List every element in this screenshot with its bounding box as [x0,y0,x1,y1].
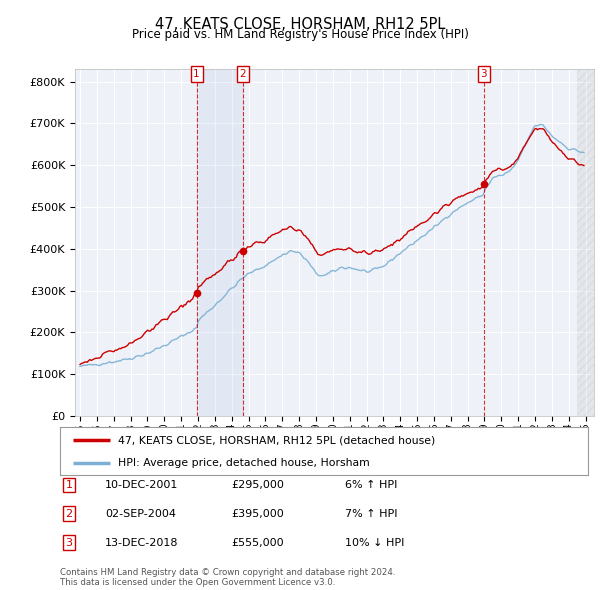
Bar [577,69,594,416]
Text: 02-SEP-2004: 02-SEP-2004 [105,509,176,519]
Text: 47, KEATS CLOSE, HORSHAM, RH12 5PL: 47, KEATS CLOSE, HORSHAM, RH12 5PL [155,17,445,31]
Text: 6% ↑ HPI: 6% ↑ HPI [345,480,397,490]
Text: 2: 2 [65,509,73,519]
Text: 13-DEC-2018: 13-DEC-2018 [105,538,179,548]
Text: 1: 1 [65,480,73,490]
Text: 47, KEATS CLOSE, HORSHAM, RH12 5PL (detached house): 47, KEATS CLOSE, HORSHAM, RH12 5PL (deta… [118,435,436,445]
Text: 2: 2 [239,69,246,79]
Text: Contains HM Land Registry data © Crown copyright and database right 2024.
This d: Contains HM Land Registry data © Crown c… [60,568,395,587]
Text: £555,000: £555,000 [231,538,284,548]
Bar [197,69,243,416]
Text: 1: 1 [193,69,200,79]
Text: 3: 3 [65,538,73,548]
Text: £395,000: £395,000 [231,509,284,519]
Text: HPI: Average price, detached house, Horsham: HPI: Average price, detached house, Hors… [118,458,370,468]
Text: 3: 3 [481,69,487,79]
Text: 7% ↑ HPI: 7% ↑ HPI [345,509,398,519]
Text: 10% ↓ HPI: 10% ↓ HPI [345,538,404,548]
Text: Price paid vs. HM Land Registry's House Price Index (HPI): Price paid vs. HM Land Registry's House … [131,28,469,41]
Text: 10-DEC-2001: 10-DEC-2001 [105,480,178,490]
Text: £295,000: £295,000 [231,480,284,490]
